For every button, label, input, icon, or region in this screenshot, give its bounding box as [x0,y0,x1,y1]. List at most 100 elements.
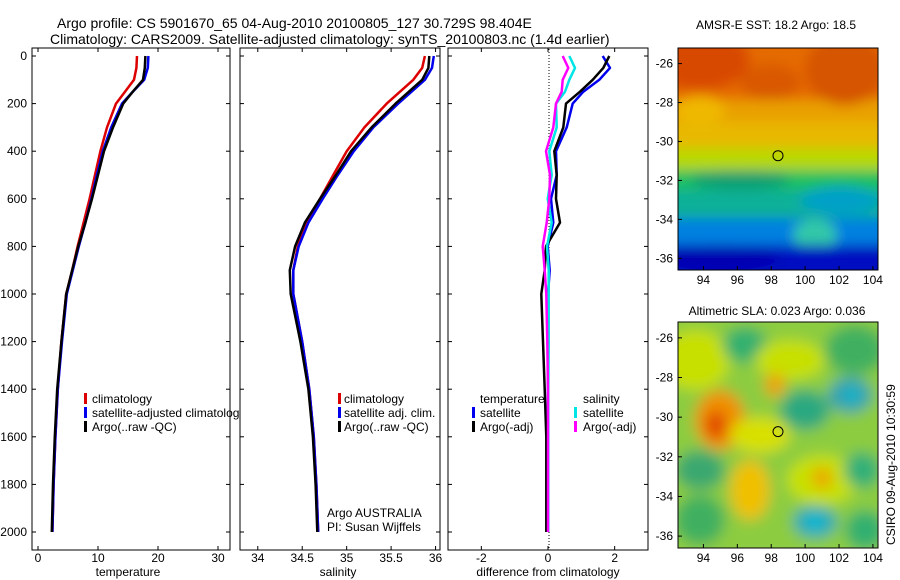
y-tick-label: 0 [20,49,27,63]
side-timestamp-label: CSIRO 09-Aug-2010 10:30:59 [884,384,898,545]
y-tick-label: -30 [656,410,674,424]
sst-heatmap [678,48,878,270]
y-tick-label: 200 [7,97,27,111]
sla-map-frame [677,321,879,549]
legend-label-argo: Argo(..raw -QC) [92,420,177,434]
series-line-argo-raw-qc- [288,55,431,533]
temperature-y-ticks: 0 200 400 600 800 1000 1200 1400 1600 1800 2000 [0,49,230,539]
legend-swatch-temp-satellite [472,407,475,418]
legend-label-climatology: climatology [344,392,404,406]
x-tick-label: 102 [829,273,849,287]
legend-swatch-climatology [338,393,341,404]
x-tick-label: 96 [731,273,745,287]
y-tick-label: 1800 [0,477,27,491]
y-tick-label: 1400 [0,382,27,396]
temperature-x-ticks: 0 10 20 30 [35,48,225,565]
legend-swatch-temp-argo [472,421,475,432]
legend-swatch-argo [84,421,87,432]
x-tick-label: 104 [863,273,883,287]
sst-map-ticks: 94 96 98 100 102 104 -26 -28 -30 -32 -34 -36 [656,57,884,287]
difference-panel: -2 0 2 difference from climatology tempera… [447,47,649,579]
sla-argo-location-marker [772,426,784,438]
y-tick-label: -30 [656,134,674,148]
x-tick-label: 2 [611,551,618,565]
legend-swatch-argo [338,421,341,432]
legend-swatch-satellite [84,407,87,418]
difference-y-ticks [448,55,648,533]
x-tick-label: 100 [795,273,815,287]
sst-map-title: AMSR-E SST: 18.2 Argo: 18.5 [696,18,856,32]
salinity-annotation-line2: PI: Susan Wijffels [327,520,421,534]
legend-label-climatology: climatology [92,392,152,406]
series-line-argo-raw-qc- [50,55,147,533]
x-tick-label: 98 [765,551,779,565]
legend-label-argo: Argo(..raw -QC) [344,420,429,434]
y-tick-label: 2000 [0,525,27,539]
temperature-legend: climatology satellite-adjusted climatolo… [84,392,245,434]
legend-label-satellite: satellite adj. clim. [344,406,435,420]
series-line-salinity-argo-adj- [541,55,570,532]
y-tick-label: -34 [656,212,674,226]
sla-map-ticks: 94 96 98 100 102 104 -26 -28 -30 -32 -34 -36 [656,331,884,565]
salinity-annotation-line1: Argo AUSTRALIA [327,506,422,520]
series-line-temperature-argo-adj- [540,55,611,532]
y-tick-label: 1600 [0,430,27,444]
salinity-lines [288,55,436,533]
legend-label-sal-satellite: satellite [583,406,624,420]
x-tick-label: 94 [697,273,711,287]
salinity-legend: climatology satellite adj. clim. Argo(..… [338,392,435,434]
sla-map-panel: Altimetric SLA: 0.023 Argo: 0.036 [656,304,884,565]
x-tick-label: 94 [697,551,711,565]
salinity-axes-frame [239,47,441,551]
salinity-panel: 34 34.5 35 35.5 36 salinity climatology sate… [239,47,443,579]
x-tick-label: 0 [35,551,42,565]
x-tick-label: 104 [863,551,883,565]
legend-swatch-sal-argo [574,421,577,432]
y-tick-label: -28 [656,96,674,110]
legend-label-temp-argo: Argo(-adj) [480,420,533,434]
y-tick-label: 600 [7,192,27,206]
x-tick-label: 35 [340,551,354,565]
x-tick-label: 30 [211,551,225,565]
y-tick-label: 400 [7,144,27,158]
difference-lines [540,55,612,532]
salinity-x-ticks: 34 34.5 35 35.5 36 [251,48,443,565]
sla-heatmap [678,322,878,548]
x-tick-label: 34.5 [291,551,315,565]
legend-heading-temperature: temperature [480,392,545,406]
x-tick-label: 96 [731,551,745,565]
x-tick-label: 98 [765,273,779,287]
difference-legend: temperature satellite Argo(-adj) salinit… [472,392,636,434]
x-tick-label: -2 [476,551,487,565]
legend-label-temp-satellite: satellite [480,406,521,420]
y-tick-label: -32 [656,173,674,187]
x-tick-label: 100 [795,551,815,565]
x-tick-label: 0 [545,551,552,565]
legend-swatch-sal-satellite [574,407,577,418]
y-tick-label: -34 [656,489,674,503]
temperature-panel: 0 200 400 600 800 1000 1200 1400 1600 1800 2000 0 1… [0,47,245,579]
salinity-xlabel: salinity [320,565,357,579]
sst-map-panel: AMSR-E SST: 18.2 Argo: 18.5 [656,18,884,287]
x-tick-label: 10 [91,551,105,565]
figure-title-line1: Argo profile: CS 5901670_65 04-Aug-2010 … [57,15,532,31]
y-tick-label: 1200 [0,335,27,349]
y-tick-label: -28 [656,371,674,385]
x-tick-label: 20 [151,551,165,565]
x-tick-label: 36 [429,551,443,565]
y-tick-label: -36 [656,529,674,543]
figure-title-line2: Climatology: CARS2009. Satellite-adjuste… [50,31,610,47]
temperature-axes-frame [31,47,231,551]
x-tick-label: 34 [251,551,265,565]
difference-x-ticks: -2 0 2 [476,48,618,565]
x-tick-label: 102 [829,551,849,565]
temperature-xlabel: temperature [96,565,161,579]
sst-argo-location-marker [772,150,784,162]
legend-swatch-climatology [84,393,87,404]
difference-xlabel: difference from climatology [476,565,619,579]
y-tick-label: -26 [656,331,674,345]
legend-label-satellite: satellite-adjusted climatology [92,406,245,420]
legend-heading-salinity: salinity [583,392,620,406]
temperature-lines [50,55,150,533]
